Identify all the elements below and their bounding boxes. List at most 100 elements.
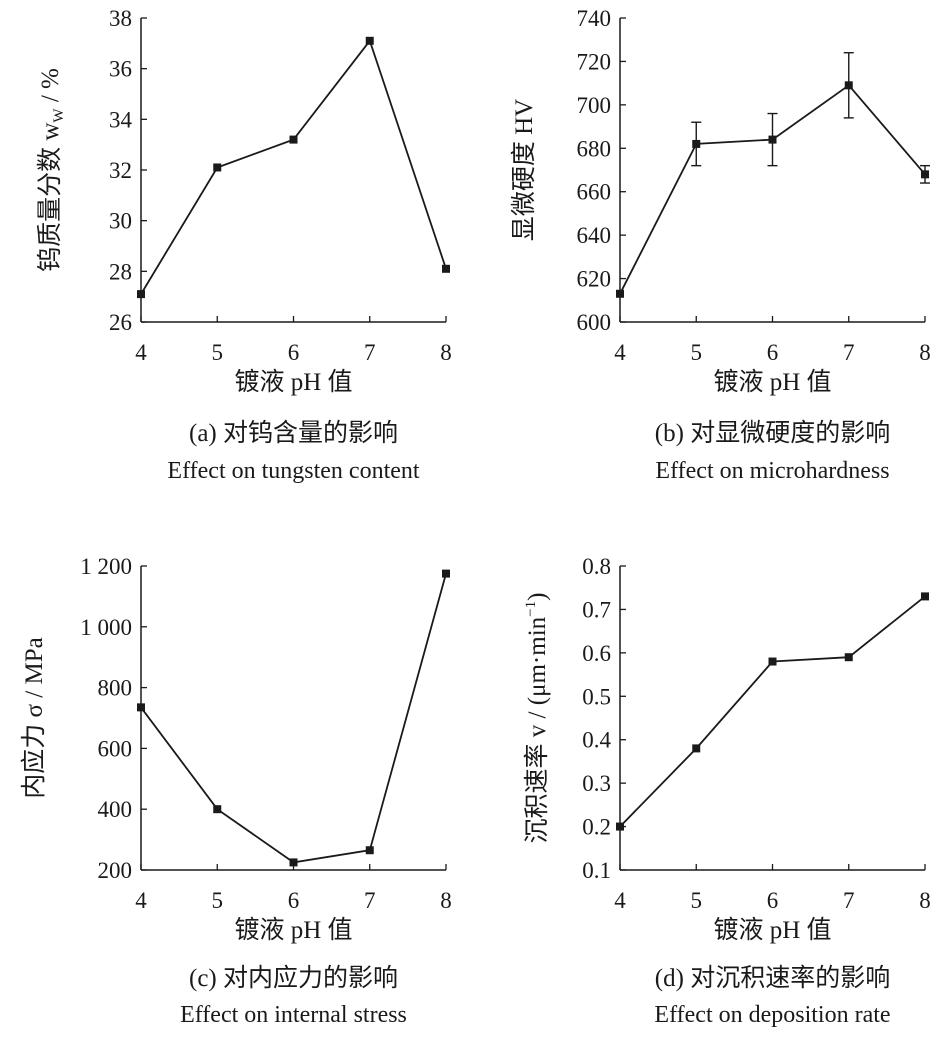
data-point-c	[442, 569, 450, 578]
x-tick-label-b: 5	[691, 340, 703, 365]
y-tick-label-d: 0.7	[582, 597, 611, 622]
y-tick-label-a: 38	[109, 6, 132, 31]
data-point-a	[137, 290, 145, 299]
y-tick-label-d: 0.8	[582, 554, 611, 579]
y-tick-label-c: 400	[98, 797, 133, 822]
x-tick-label-c: 6	[288, 888, 300, 913]
x-tick-label-d: 6	[767, 888, 779, 913]
x-tick-label-a: 4	[135, 340, 147, 365]
y-tick-label-a: 28	[109, 259, 132, 284]
x-tick-label-d: 8	[919, 888, 931, 913]
y-axis-label-a: 钨质量分数 wW / %	[36, 68, 67, 272]
series-line-d	[619, 595, 926, 828]
y-tick-label-a: 34	[109, 107, 133, 132]
x-tick-label-c: 7	[364, 888, 376, 913]
y-tick-label-a: 36	[109, 57, 132, 82]
y-tick-label-d: 0.2	[582, 815, 611, 840]
y-tick-label-c: 1 000	[80, 615, 132, 640]
y-tick-label-a: 26	[109, 310, 132, 335]
y-axis-label-tail-d: )	[524, 593, 551, 601]
x-tick-label-b: 6	[767, 340, 779, 365]
panel-b: 600 620 640 660 680 700 720 740 4 5 6 7 8 显微硬度 HV 镀液 p…	[510, 6, 931, 484]
data-point-b	[692, 139, 701, 148]
y-axis-label-main-d: 沉积速率 v / (μm·min	[523, 616, 551, 843]
y-axis-label-main-a: 钨质量分数 w	[36, 123, 64, 272]
y-tick-label-c: 600	[98, 736, 133, 761]
x-tick-label-d: 7	[843, 888, 855, 913]
data-point-b	[768, 135, 777, 144]
caption-en-c: Effect on internal stress	[180, 1002, 407, 1028]
x-tick-label-d: 4	[614, 888, 626, 913]
y-tick-label-d: 0.4	[582, 728, 611, 753]
y-tick-label-c: 200	[98, 858, 133, 883]
x-tick-label-a: 7	[364, 340, 376, 365]
y-axis-label-main-c: 内应力 σ / MPa	[20, 637, 48, 798]
y-axis-label-c: 内应力 σ / MPa	[20, 637, 48, 798]
x-axis-label-d: 镀液 pH 值	[713, 916, 831, 944]
y-tick-label-c: 1 200	[80, 554, 132, 579]
caption-cn-d: (d) 对沉积速率的影响	[655, 964, 890, 992]
panel-a: 26 28 30 32 34 36 38 4 5 6 7 8 钨质量分数 wW / % 镀液 pH 值 (a…	[36, 6, 452, 484]
x-tick-label-a: 5	[212, 340, 224, 365]
x-tick-label-c: 8	[440, 888, 452, 913]
caption-cn-a: (a) 对钨含量的影响	[189, 419, 398, 447]
data-point-b	[921, 170, 929, 179]
y-tick-label-d: 0.3	[582, 771, 611, 796]
data-point-a	[442, 264, 450, 273]
data-point-a	[365, 36, 374, 45]
y-axis-label-sup-d: −1	[523, 601, 539, 617]
x-tick-label-b: 8	[919, 340, 931, 365]
data-point-d	[768, 657, 777, 666]
x-tick-label-a: 8	[440, 340, 452, 365]
data-point-d	[616, 822, 624, 831]
y-tick-label-b: 680	[577, 136, 612, 161]
caption-en-d: Effect on deposition rate	[654, 1002, 890, 1028]
data-point-d	[692, 744, 701, 753]
x-axis-label-c: 镀液 pH 值	[234, 916, 352, 944]
y-tick-label-b: 660	[577, 180, 612, 205]
x-tick-label-b: 4	[614, 340, 626, 365]
x-tick-label-c: 4	[135, 888, 147, 913]
y-axis-label-d: 沉积速率 v / (μm·min−1)	[523, 593, 551, 844]
y-tick-label-c: 800	[98, 676, 133, 701]
x-tick-label-b: 7	[843, 340, 855, 365]
x-tick-label-a: 6	[288, 340, 300, 365]
y-axis-label-main-b: 显微硬度 HV	[510, 99, 538, 241]
caption-cn-c: (c) 对内应力的影响	[189, 964, 398, 992]
y-tick-label-a: 32	[109, 158, 132, 183]
y-tick-label-a: 30	[109, 209, 132, 234]
series-line-c	[140, 573, 447, 864]
y-axis-label-b: 显微硬度 HV	[510, 99, 538, 241]
data-point-a	[213, 163, 222, 172]
y-axis-label-tail-a: / %	[37, 68, 64, 108]
x-axis-label-b: 镀液 pH 值	[713, 368, 831, 396]
data-point-c	[213, 805, 222, 814]
y-tick-label-b: 700	[577, 93, 612, 118]
y-tick-label-b: 640	[577, 223, 612, 248]
y-axis-label-sub-a: W	[51, 108, 67, 123]
data-point-c	[289, 858, 298, 867]
y-tick-label-d: 0.5	[582, 684, 611, 709]
y-tick-label-d: 0.6	[582, 641, 611, 666]
panel-d: 0.1 0.2 0.3 0.4 0.5 0.6 0.7 0.8 4 5 6 7 8 沉积速率 v / (μ…	[523, 554, 931, 1028]
y-tick-label-b: 720	[577, 49, 612, 74]
panel-c: 200 400 600 800 1 000 1 200 4 5 6 7 8 内应力 σ / MPa 镀液…	[20, 554, 452, 1028]
y-tick-label-d: 0.1	[582, 858, 611, 883]
y-tick-label-b: 600	[577, 310, 612, 335]
caption-en-a: Effect on tungsten content	[167, 458, 419, 484]
y-tick-label-b: 620	[577, 267, 612, 292]
caption-en-b: Effect on microhardness	[655, 458, 889, 484]
y-tick-label-b: 740	[577, 6, 612, 31]
data-point-a	[289, 135, 298, 144]
x-tick-label-c: 5	[212, 888, 224, 913]
x-tick-label-d: 5	[691, 888, 703, 913]
data-point-d	[844, 653, 853, 662]
data-point-c	[137, 703, 145, 712]
data-point-b	[616, 289, 624, 298]
data-point-c	[365, 846, 374, 855]
caption-cn-b: (b) 对显微硬度的影响	[655, 419, 890, 447]
data-point-d	[921, 592, 929, 601]
x-axis-label-a: 镀液 pH 值	[234, 368, 352, 396]
data-point-b	[844, 81, 853, 90]
